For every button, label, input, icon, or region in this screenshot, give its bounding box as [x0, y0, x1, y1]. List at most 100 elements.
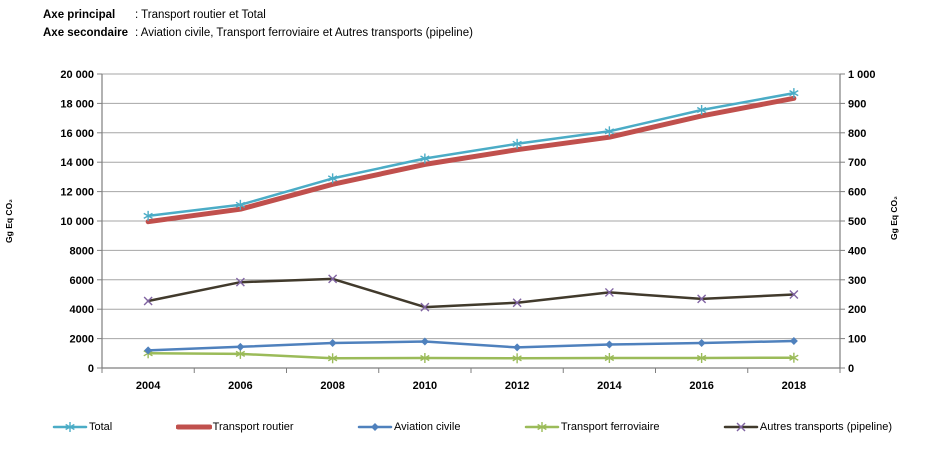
- chart-canvas: 0 0 2000 100 4000 200 6000 300 8000 400 10 000 500 1…: [4, 69, 899, 392]
- series-transport-ferroviaire: [143, 348, 799, 364]
- marker-asterisk: [327, 355, 338, 362]
- series-line: [146, 352, 796, 360]
- legend-swatch: [52, 422, 88, 432]
- right-axis-tick-label: 800: [848, 128, 866, 140]
- marker-asterisk: [512, 140, 522, 147]
- series-line: [146, 277, 796, 309]
- x-axis-tick-label: 2004: [136, 380, 161, 392]
- left-axis-tick-label: 14 000: [60, 157, 94, 169]
- axes-note-line1: Axe principal : Transport routier et Tota…: [43, 6, 473, 24]
- line-chart: 0 0 2000 100 4000 200 6000 300 8000 400 10 000 500 1…: [4, 69, 899, 392]
- x-axis-tick-label: 2008: [320, 380, 344, 392]
- marker-asterisk: [327, 175, 338, 182]
- marker-diamond: [789, 336, 798, 345]
- marker-asterisk: [143, 212, 153, 219]
- right-axis-tick-label: 200: [848, 304, 866, 316]
- marker-diamond: [144, 346, 153, 355]
- marker-asterisk: [604, 128, 615, 135]
- left-axis-tick-label: 10 000: [60, 216, 94, 228]
- series-total: [143, 88, 799, 221]
- legend-label: Transport routier: [212, 421, 294, 433]
- right-axis-tick-label: 0: [848, 363, 854, 375]
- marker-asterisk: [789, 90, 799, 97]
- left-axis-tick-label: 4000: [70, 304, 94, 316]
- right-axis-tick-label: 1 000: [848, 69, 876, 81]
- series-autres-transports-pipeline: [143, 274, 799, 312]
- marker-x: [328, 274, 338, 284]
- legend-swatch: [357, 423, 393, 431]
- right-axis-tick-label: 600: [848, 187, 866, 199]
- chart-legend: Total Transport routier Aviation civile Tra…: [52, 420, 892, 434]
- left-axis-tick-label: 0: [88, 363, 94, 375]
- left-axis-tick-label: 2000: [70, 334, 94, 346]
- marker-asterisk: [235, 201, 246, 208]
- left-axis-tick-label: 20 000: [60, 69, 94, 81]
- marker-x: [512, 298, 522, 308]
- legend-label: Autres transports (pipeline): [759, 421, 892, 433]
- marker-diamond: [420, 337, 429, 346]
- left-axis-tick-label: 8000: [70, 245, 94, 257]
- axes-note-line2-label: Axe secondaire: [43, 27, 129, 39]
- marker-asterisk: [696, 354, 707, 362]
- x-axis-tick-label: 2006: [228, 380, 252, 392]
- marker-asterisk: [789, 354, 799, 361]
- marker-asterisk: [604, 354, 615, 362]
- right-axis-tick-label: 400: [848, 245, 866, 257]
- series-transport-routier: [145, 95, 797, 225]
- x-axis-tick-label: 2016: [689, 380, 713, 392]
- marker-asterisk: [696, 106, 707, 114]
- left-axis-tick-label: 6000: [70, 275, 94, 287]
- right-axis-tick-label: 700: [848, 157, 866, 169]
- marker-asterisk: [537, 423, 547, 431]
- x-axis-tick-label: 2014: [597, 380, 622, 392]
- marker-asterisk: [65, 423, 75, 431]
- legend-swatch: [175, 424, 212, 430]
- marker-x: [789, 290, 799, 299]
- legend-item-transport-routier: Transport routier: [175, 420, 294, 434]
- axes-note-line1-value: : Transport routier et Total: [135, 9, 266, 21]
- marker-x: [736, 422, 746, 432]
- marker-x: [697, 294, 707, 304]
- marker-x: [420, 302, 430, 312]
- marker-diamond: [328, 339, 337, 348]
- series-aviation-civile: [144, 336, 798, 355]
- axes-note: Axe principal : Transport routier et Tota…: [43, 6, 473, 42]
- legend-item-total: Total: [52, 420, 112, 434]
- marker-diamond: [697, 339, 706, 348]
- right-axis-tick-label: 300: [848, 275, 866, 287]
- legend-item-aviation-civile: Aviation civile: [357, 420, 460, 434]
- left-axis-tick-label: 12 000: [60, 187, 94, 199]
- marker-x: [143, 296, 153, 306]
- axes-note-line1-label: Axe principal: [43, 9, 116, 21]
- left-axis-tick-label: 18 000: [60, 98, 94, 110]
- marker-x: [235, 277, 245, 287]
- marker-diamond: [236, 342, 245, 351]
- left-axis-tick-label: 16 000: [60, 128, 94, 140]
- marker-x: [604, 287, 614, 297]
- marker-asterisk: [235, 350, 246, 357]
- x-axis-tick-label: 2010: [413, 380, 437, 392]
- legend-item-autres-transports-pipeline: Autres transports (pipeline): [723, 420, 892, 434]
- series-line: [146, 91, 796, 218]
- marker-diamond: [371, 423, 379, 431]
- legend-swatch: [723, 422, 759, 432]
- legend-label: Transport ferroviaire: [560, 421, 660, 433]
- series-line: [146, 339, 796, 352]
- legend-label: Aviation civile: [394, 421, 461, 433]
- legend-swatch: [524, 422, 560, 432]
- marker-asterisk: [420, 354, 430, 362]
- right-axis-tick-label: 500: [848, 216, 866, 228]
- marker-asterisk: [420, 155, 430, 162]
- marker-asterisk: [512, 355, 522, 362]
- marker-diamond: [513, 343, 522, 352]
- axes-note-line2: Axe secondaire : Aviation civile, Transpo…: [43, 24, 473, 42]
- axes-note-line2-value: : Aviation civile, Transport ferroviaire…: [135, 27, 473, 39]
- x-axis-tick-label: 2012: [505, 380, 529, 392]
- right-axis-title: Gg Eq CO₂: [889, 196, 899, 240]
- legend-label: Total: [89, 421, 113, 433]
- series-line: [145, 95, 797, 225]
- legend-item-transport-ferroviaire: Transport ferroviaire: [524, 420, 660, 434]
- right-axis-tick-label: 900: [848, 98, 866, 110]
- marker-diamond: [605, 340, 614, 349]
- left-axis-title: Gg Eq CO₂: [4, 199, 14, 243]
